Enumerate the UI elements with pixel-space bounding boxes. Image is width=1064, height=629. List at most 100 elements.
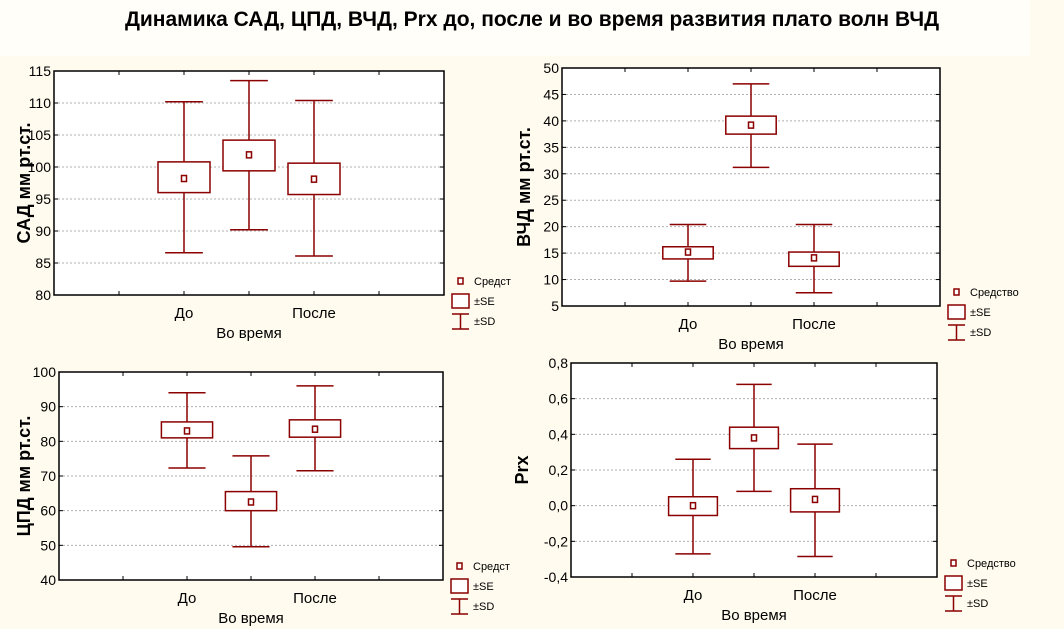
y-tick-label: 0,6 [549,391,569,407]
y-axis-label: САД мм рт.ст. [14,123,34,244]
legend-mean-label: Средство [970,287,1019,299]
legend-sd-label: ±SD [970,327,991,339]
box-До [157,100,211,254]
mean-marker [684,248,692,256]
legend-sd-icon [451,598,468,615]
mean-marker [247,498,255,506]
y-tick-label: 90 [40,399,56,415]
chart-panel-1: 80 85 90 95 100 105 110 115 До После Во время САД м… [14,63,511,342]
y-tick-label: -0,4 [544,569,568,585]
legend-mean-label: Средст [474,276,511,288]
legend: Средст ±SE ±SD [451,276,511,330]
y-tick-label: 45 [543,86,559,102]
y-tick-label: 10 [543,272,559,288]
figure-title: Динамика САД, ЦПД, ВЧД, Prx до, после и … [124,8,940,31]
box-После [287,99,341,257]
mean-marker [810,254,818,262]
y-tick-label: -0,2 [544,533,568,549]
legend-se-label: ±SE [473,581,494,593]
legend-mean-label: Средство [967,558,1016,570]
legend-sd-label: ±SD [967,598,988,610]
y-tick-label: 15 [543,245,559,261]
y-tick-label: 95 [35,191,51,207]
box-Во время [728,383,780,493]
plot-frame [58,371,444,581]
plot-frame [53,70,445,296]
x-tick-label: До [684,587,703,604]
y-tick-label: 0,2 [549,462,569,478]
x-tick-label: До [679,316,698,333]
legend-se-icon [451,293,470,309]
y-tick-label: 100 [28,159,52,175]
legend-se-label: ±SE [967,578,988,590]
y-tick-label: 20 [543,219,559,235]
y-tick-label: 70 [40,468,56,484]
box-Во время [222,79,276,231]
y-tick-label: 30 [543,166,559,182]
x-tick-label: После [292,305,336,322]
y-tick-label: 80 [35,287,51,303]
legend-se-label: ±SE [474,296,495,308]
y-tick-label: 80 [40,433,56,449]
mean-marker [183,427,191,435]
y-tick-label: 60 [40,503,56,519]
y-tick-label: 40 [40,572,56,588]
y-tick-label: 110 [29,95,52,111]
x-tick-label: После [293,590,337,607]
x-axis-label: Во время [216,325,282,342]
legend-mean-label: Средст [473,561,510,573]
box-Во время [725,83,777,169]
mean-marker [311,425,319,433]
legend-mean-icon [950,559,957,567]
legend: Средст ±SE ±SD [450,561,510,615]
y-tick-label: 50 [543,60,559,76]
box-После [788,223,840,294]
legend-mean-icon [953,288,960,296]
y-tick-label: 5 [551,298,559,314]
mean-marker [310,175,318,183]
y-tick-label: 90 [35,223,51,239]
x-tick-label: До [175,305,194,322]
x-tick-label: После [793,587,837,604]
title-banner [0,0,1030,56]
x-axis-label: Во время [718,336,784,353]
mean-marker [180,174,188,183]
x-axis-label: Во время [721,607,787,624]
y-tick-label: 35 [543,139,559,155]
y-axis-label: ЦПД мм рт.ст. [14,416,34,537]
mean-marker [750,434,758,442]
box-Во время [224,455,278,548]
y-tick-label: 0,4 [549,426,569,442]
mean-marker [811,495,819,504]
legend-sd-icon [452,313,469,330]
plot-frame [561,67,941,307]
legend-se-label: ±SE [970,307,991,319]
legend-sd-label: ±SD [474,316,495,328]
y-tick-label: 25 [543,192,559,208]
y-tick-label: 85 [35,255,51,271]
se-box [222,139,276,172]
legend-sd-icon [948,324,965,341]
y-tick-label: 0,0 [549,498,569,514]
y-tick-label: 105 [28,127,52,143]
legend-mean-icon [456,562,463,570]
mean-marker [689,501,697,510]
legend: Средство ±SE ±SD [947,287,1019,341]
y-axis-label: Prx [512,455,532,484]
box-До [160,392,214,469]
chart-panel-2: 5 10 15 20 25 30 35 40 45 50 До После Во время ВЧД мм… [514,60,1019,353]
legend-sd-label: ±SD [473,601,494,613]
x-tick-label: После [792,316,836,333]
box-До [662,223,714,282]
y-tick-label: 50 [40,537,56,553]
mean-marker [245,151,253,159]
legend-se-icon [944,575,963,591]
y-axis-label: ВЧД мм рт.ст. [514,127,534,247]
legend-mean-icon [457,277,464,285]
mean-marker [747,121,755,129]
chart-panel-4: -0,4 -0,2 0,0 0,2 0,4 0,6 0,8 До После Во время Pr… [512,355,1016,624]
y-tick-label: 100 [33,364,57,380]
y-tick-label: 40 [543,113,559,129]
y-tick-label: 115 [29,63,52,79]
